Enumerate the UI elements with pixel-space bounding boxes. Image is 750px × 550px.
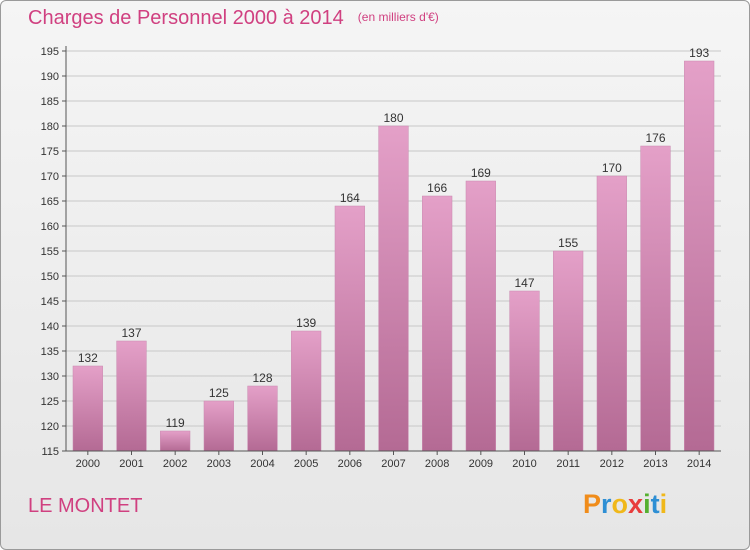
- value-label: 193: [689, 46, 709, 60]
- y-tick-label: 120: [41, 421, 59, 433]
- x-tick-label: 2013: [643, 458, 667, 470]
- value-label: 155: [558, 236, 578, 250]
- bar-2003: [203, 400, 234, 452]
- bar-2000: [72, 365, 103, 452]
- x-tick-label: 2011: [556, 458, 580, 470]
- x-tick-label: 2012: [600, 458, 624, 470]
- y-tick-label: 125: [41, 396, 59, 408]
- logo-letter: P: [583, 489, 602, 519]
- value-label: 176: [645, 131, 665, 145]
- logo-letter: i: [643, 489, 651, 519]
- bar-2001: [116, 340, 147, 452]
- y-tick-label: 155: [41, 246, 59, 258]
- value-label: 169: [471, 166, 491, 180]
- bar-2011: [553, 250, 584, 452]
- y-tick-label: 115: [41, 446, 59, 458]
- bar-2004: [247, 385, 278, 452]
- y-tick-label: 150: [41, 271, 59, 283]
- y-tick-label: 190: [41, 71, 59, 83]
- y-tick-label: 185: [41, 96, 59, 108]
- x-tick-label: 2009: [469, 458, 493, 470]
- x-tick-label: 2006: [338, 458, 362, 470]
- value-label: 125: [209, 386, 229, 400]
- y-tick-label: 175: [41, 146, 59, 158]
- bar-2005: [291, 330, 322, 452]
- y-tick-label: 165: [41, 196, 59, 208]
- value-label: 139: [296, 316, 316, 330]
- labels: 115 120 125 130 135 140 145 150 155 160 165 170 175 1…: [41, 46, 712, 470]
- y-tick-label: 135: [41, 346, 59, 358]
- y-tick-label: 140: [41, 321, 59, 333]
- y-tick-label: 195: [41, 46, 59, 58]
- y-tick-label: 180: [41, 121, 59, 133]
- bar-2014: [684, 60, 715, 452]
- bar-2006: [334, 205, 365, 452]
- value-label: 119: [166, 416, 185, 430]
- bar-2012: [596, 175, 627, 452]
- y-tick-label: 130: [41, 371, 59, 383]
- commune-name: LE MONTET: [28, 495, 143, 517]
- axes: [62, 46, 721, 455]
- logo-letter: r: [601, 489, 612, 519]
- y-tick-label: 170: [41, 171, 59, 183]
- x-tick-label: 2002: [163, 458, 187, 470]
- x-tick-label: 2005: [294, 458, 318, 470]
- chart-title: Charges de Personnel 2000 à 2014 (en mill…: [28, 7, 439, 30]
- proxiti-logo: Proxiti: [583, 489, 667, 520]
- x-tick-label: 2003: [207, 458, 231, 470]
- x-tick-label: 2010: [512, 458, 536, 470]
- value-label: 166: [427, 181, 447, 195]
- chart-subtitle: (en milliers d'€): [357, 10, 439, 24]
- bars: [72, 60, 715, 452]
- bar-2007: [378, 125, 409, 452]
- x-tick-label: 2008: [425, 458, 449, 470]
- bar-2010: [509, 290, 540, 452]
- chart-title-text: Charges de Personnel 2000 à 2014: [28, 7, 344, 29]
- bar-2008: [422, 195, 453, 452]
- x-tick-label: 2014: [687, 458, 711, 470]
- logo-letter: i: [659, 489, 668, 519]
- value-label: 164: [340, 191, 360, 205]
- bar-2009: [465, 180, 496, 452]
- logo-letter: t: [650, 489, 660, 519]
- x-tick-label: 2000: [76, 458, 100, 470]
- value-label: 137: [121, 326, 141, 340]
- logo-letter: o: [611, 489, 629, 519]
- bar-2002: [160, 430, 191, 452]
- logo-letter: x: [628, 489, 644, 519]
- x-tick-label: 2007: [381, 458, 405, 470]
- value-label: 128: [252, 371, 272, 385]
- value-label: 147: [514, 276, 534, 290]
- value-label: 180: [383, 111, 403, 125]
- y-tick-label: 145: [41, 296, 59, 308]
- y-tick-label: 160: [41, 221, 59, 233]
- value-label: 170: [602, 161, 622, 175]
- bar-2013: [640, 145, 671, 452]
- value-label: 132: [78, 351, 98, 365]
- x-tick-label: 2001: [119, 458, 143, 470]
- x-tick-label: 2004: [250, 458, 274, 470]
